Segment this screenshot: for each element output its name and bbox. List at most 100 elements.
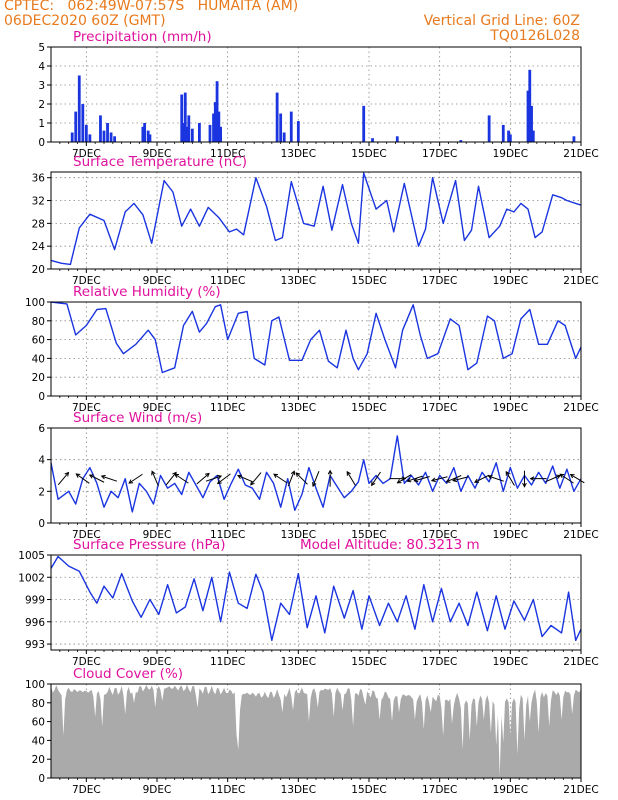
y-tick-label: 3 <box>38 80 45 92</box>
x-tick-label: 15DEC <box>351 656 386 668</box>
wind-vector-shaft <box>505 471 515 486</box>
wind-vector-head <box>346 470 351 476</box>
precip-bar <box>109 132 113 142</box>
wind-vector <box>327 469 333 487</box>
precip-bar <box>371 138 374 142</box>
x-tick-label: 15DEC <box>351 784 386 796</box>
wind-vector <box>569 474 585 484</box>
wind-vector-head <box>487 474 493 480</box>
wind-vector-shaft <box>397 474 412 484</box>
precip-bar <box>141 126 145 142</box>
wind-vector-head <box>312 482 317 488</box>
wind-vector <box>445 475 462 483</box>
precip-bar <box>143 123 147 142</box>
wind-vector-shaft <box>312 471 320 487</box>
precip-bar <box>395 136 399 142</box>
wind-vector-head <box>204 472 210 478</box>
precip-bar <box>74 111 78 142</box>
y-tick-label: 1002 <box>18 572 45 584</box>
wind-vector <box>174 473 189 484</box>
wind-vector-head <box>295 472 301 477</box>
wind-vector-shaft <box>488 475 504 482</box>
wind-vector-shaft <box>545 475 561 483</box>
wind-vector <box>100 474 118 482</box>
wind-vector <box>237 474 253 483</box>
x-tick-label: 13DEC <box>281 529 316 541</box>
model-altitude-label: Model Altitude: 80.3213 m <box>300 537 480 553</box>
wind-vector-shaft <box>128 473 143 484</box>
wind-vector <box>75 473 90 484</box>
x-tick-label: 19DEC <box>493 402 528 414</box>
wind-vector-head <box>473 478 479 483</box>
panel-title-precip: Precipitation (mm/h) <box>73 29 212 45</box>
y-tick-label: 5 <box>38 42 45 54</box>
y-tick-label: 100 <box>25 679 45 691</box>
wind-vector-shaft <box>559 473 574 484</box>
x-tick-label: 15DEC <box>351 148 386 160</box>
panel-frame-wind <box>50 427 582 524</box>
x-tick-label: 13DEC <box>281 275 316 287</box>
wind-vector-head <box>413 477 419 483</box>
y-tick-label: 100 <box>25 297 45 309</box>
x-tick-label: 7DEC <box>72 784 101 796</box>
wind-vector-head <box>522 482 527 488</box>
wind-vector <box>406 475 423 483</box>
wind-vector <box>295 472 308 485</box>
precip-bar <box>113 136 116 142</box>
x-tick-label: 11DEC <box>210 656 245 668</box>
series-line-temp <box>50 172 582 266</box>
panel-frame-precip <box>50 46 582 143</box>
wind-vector <box>287 470 296 487</box>
y-tick-label: 996 <box>25 617 45 629</box>
wind-vector <box>559 473 574 484</box>
panel-title-temp: Surface Temperature (nC) <box>73 154 247 170</box>
y-tick-label: 60 <box>32 717 45 729</box>
x-tick-label: 13DEC <box>281 148 316 160</box>
precip-bar <box>208 124 212 142</box>
precip-bar <box>459 140 463 142</box>
x-tick-label: 7DEC <box>72 275 101 287</box>
wind-vector-shaft <box>75 473 90 484</box>
precip-bar <box>180 94 184 142</box>
panel-pres: Surface Pressure (hPa) Model Altitude: 80… <box>18 537 598 668</box>
header-model-id: TQ0126L028 <box>490 28 580 44</box>
x-tick-label: 21DEC <box>563 656 598 668</box>
wind-vector-shaft <box>570 474 585 484</box>
panel-cloud: Cloud Cover (%) 0 20 40 60 80 100 7DEC 9DEC 11DEC… <box>25 666 599 796</box>
y-tick-label: 40 <box>32 353 45 365</box>
x-tick-label: 17DEC <box>422 656 457 668</box>
precip-bar <box>296 121 300 142</box>
x-tick-label: 11DEC <box>210 148 245 160</box>
wind-vector-shaft <box>346 471 356 486</box>
x-tick-label: 7DEC <box>72 148 101 160</box>
header-grid-info: Vertical Grid Line: 60Z <box>423 13 580 29</box>
precip-bar <box>77 75 81 142</box>
wind-vector-head <box>406 477 412 483</box>
wind-vector-head <box>505 470 510 476</box>
wind-vector <box>151 470 159 487</box>
wind-vector <box>522 470 527 488</box>
precip-bar <box>213 102 217 142</box>
precip-bar <box>187 115 191 142</box>
y-tick-label: 24 <box>32 241 46 253</box>
wind-vector-shaft <box>371 471 381 486</box>
y-tick-label: 20 <box>32 264 45 276</box>
x-tick-label: 17DEC <box>422 784 457 796</box>
wind-vector-head <box>216 479 222 485</box>
precip-bar <box>289 111 293 142</box>
series-line-pres <box>50 555 582 642</box>
wind-vector-shaft <box>89 474 105 483</box>
y-tick-label: 4 <box>38 455 45 467</box>
series-line-rh <box>50 301 582 374</box>
wind-vector <box>487 474 504 482</box>
x-tick-label: 19DEC <box>493 275 528 287</box>
precip-bar <box>99 115 102 142</box>
wind-vector-shaft <box>446 475 462 483</box>
wind-vector <box>57 471 70 486</box>
wind-vector-head <box>529 476 535 482</box>
y-tick-label: 2 <box>38 486 45 498</box>
x-tick-label: 9DEC <box>143 784 172 796</box>
y-tick-label: 80 <box>32 698 45 710</box>
wind-vector <box>413 475 430 483</box>
y-tick-label: 993 <box>25 639 45 651</box>
